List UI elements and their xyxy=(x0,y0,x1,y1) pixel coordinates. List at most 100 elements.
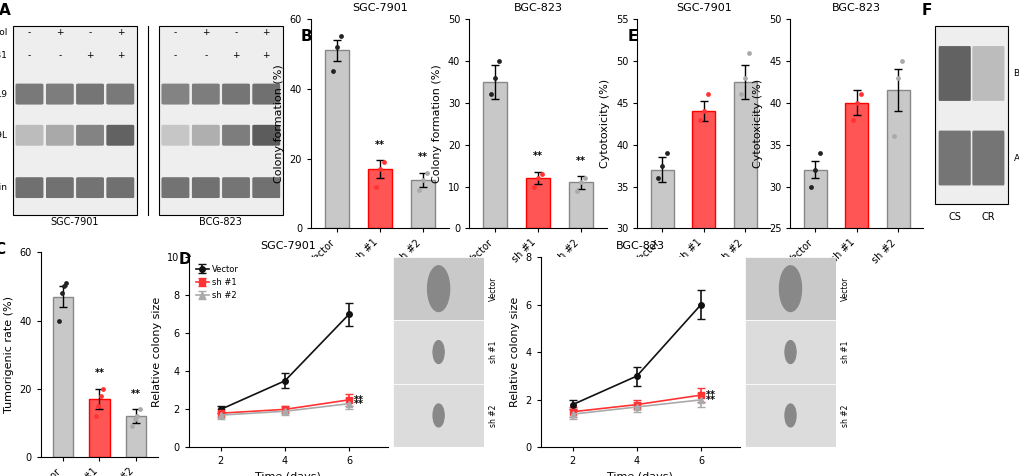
Point xyxy=(491,57,507,65)
FancyBboxPatch shape xyxy=(107,125,135,146)
Title: BGC-823: BGC-823 xyxy=(614,241,664,251)
FancyBboxPatch shape xyxy=(253,125,280,146)
Text: F: F xyxy=(921,3,931,18)
Point xyxy=(131,406,148,413)
Text: -: - xyxy=(204,51,207,60)
Point xyxy=(530,174,546,182)
FancyBboxPatch shape xyxy=(46,125,73,146)
Point xyxy=(741,49,757,56)
Point xyxy=(737,74,753,81)
Text: sh #1: sh #1 xyxy=(489,341,497,363)
Text: BCL9: BCL9 xyxy=(0,89,7,99)
Text: **: ** xyxy=(533,151,542,161)
Text: A: A xyxy=(0,3,11,18)
Point xyxy=(482,90,498,98)
Point xyxy=(95,385,111,393)
Title: BGC-823: BGC-823 xyxy=(832,3,880,13)
Point xyxy=(649,174,665,182)
FancyBboxPatch shape xyxy=(971,130,1004,186)
Point xyxy=(699,90,715,98)
FancyBboxPatch shape xyxy=(76,125,104,146)
FancyBboxPatch shape xyxy=(222,178,250,198)
Text: Actin: Actin xyxy=(1013,154,1019,162)
FancyBboxPatch shape xyxy=(222,84,250,104)
Text: -: - xyxy=(173,51,177,60)
FancyBboxPatch shape xyxy=(46,125,73,146)
Point xyxy=(126,416,143,423)
Text: sh #2: sh #2 xyxy=(489,404,497,426)
X-axis label: Time (days): Time (days) xyxy=(606,472,673,476)
FancyBboxPatch shape xyxy=(253,84,280,104)
Point xyxy=(328,43,344,51)
Text: **: ** xyxy=(131,389,141,399)
Bar xyxy=(733,82,756,476)
Text: -: - xyxy=(173,28,177,37)
Point xyxy=(58,279,74,287)
Point xyxy=(129,412,146,420)
Bar xyxy=(126,416,146,457)
Point xyxy=(56,283,72,290)
Y-axis label: Relative colony size: Relative colony size xyxy=(152,297,162,407)
Text: +: + xyxy=(202,28,209,37)
Title: SGC-7901: SGC-7901 xyxy=(676,3,731,13)
FancyBboxPatch shape xyxy=(192,178,219,198)
Point xyxy=(573,178,589,186)
Bar xyxy=(934,26,1007,204)
FancyBboxPatch shape xyxy=(107,84,135,104)
FancyBboxPatch shape xyxy=(46,178,73,198)
Text: **: ** xyxy=(354,398,364,409)
Point xyxy=(88,412,104,420)
Bar xyxy=(744,257,836,320)
FancyBboxPatch shape xyxy=(107,178,135,198)
Point xyxy=(376,159,392,166)
Text: Vector: Vector xyxy=(489,277,497,301)
FancyBboxPatch shape xyxy=(937,46,970,101)
Bar xyxy=(483,82,506,228)
Point xyxy=(568,187,584,195)
Text: C: C xyxy=(0,242,5,257)
Text: **: ** xyxy=(354,395,364,405)
Text: **: ** xyxy=(418,152,428,162)
FancyBboxPatch shape xyxy=(192,125,219,146)
FancyBboxPatch shape xyxy=(192,84,219,104)
Text: **: ** xyxy=(705,395,715,405)
Point xyxy=(419,169,435,177)
FancyBboxPatch shape xyxy=(222,178,250,198)
FancyBboxPatch shape xyxy=(253,178,280,198)
Point xyxy=(90,402,106,409)
Point xyxy=(93,392,109,399)
Bar xyxy=(90,399,109,457)
Point xyxy=(653,162,669,169)
Point xyxy=(53,289,69,297)
Text: CR: CR xyxy=(980,212,995,222)
Y-axis label: Colony formation (%): Colony formation (%) xyxy=(274,64,284,183)
Text: -: - xyxy=(234,28,237,37)
Point xyxy=(810,149,826,157)
Point xyxy=(415,176,431,183)
Bar xyxy=(569,182,592,228)
Text: **: ** xyxy=(576,156,586,166)
Bar xyxy=(692,111,714,476)
Point xyxy=(844,116,860,123)
FancyBboxPatch shape xyxy=(162,125,190,146)
Point xyxy=(372,165,388,173)
Bar xyxy=(886,90,909,438)
FancyBboxPatch shape xyxy=(15,84,43,104)
Text: +: + xyxy=(116,51,124,60)
Text: BCL9L: BCL9L xyxy=(0,131,7,139)
FancyBboxPatch shape xyxy=(107,84,135,104)
Text: Vector: Vector xyxy=(841,277,849,301)
Text: +: + xyxy=(262,51,270,60)
Point xyxy=(577,174,593,182)
Point xyxy=(852,90,868,98)
FancyBboxPatch shape xyxy=(46,84,73,104)
Bar xyxy=(368,169,391,228)
Text: -: - xyxy=(58,51,61,60)
Point xyxy=(51,317,67,324)
Bar xyxy=(392,257,484,320)
Text: **: ** xyxy=(375,140,384,150)
Circle shape xyxy=(433,404,443,427)
Bar xyxy=(392,384,484,447)
Circle shape xyxy=(779,266,801,311)
Bar xyxy=(392,320,484,384)
